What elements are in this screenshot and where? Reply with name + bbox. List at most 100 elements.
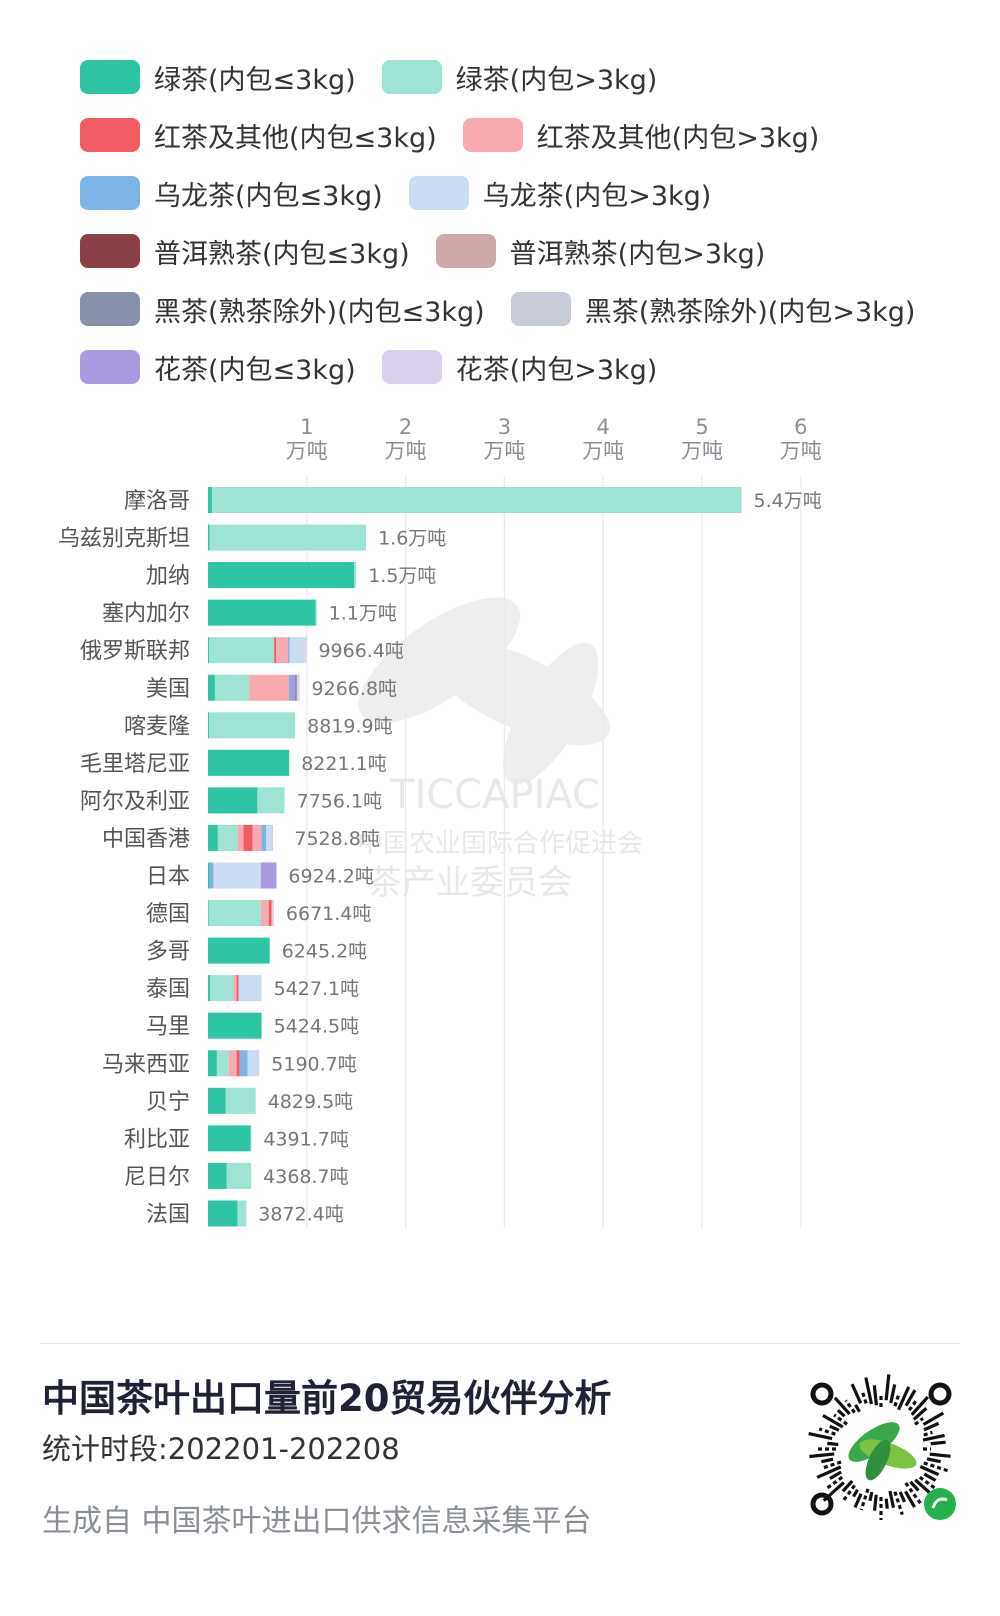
legend-label: 绿茶(内包≤3kg) [154,64,356,96]
category-label: 俄罗斯联邦 [80,639,190,664]
bar-segment [226,1162,252,1189]
legend-row: 绿茶(内包≤3kg) 绿茶(内包>3kg) [80,48,960,106]
legend-label: 乌龙茶(内包>3kg) [482,180,712,212]
bar-row: 阿尔及利亚 7756.1吨 [80,787,382,814]
legend-swatch [80,292,140,326]
value-label: 7756.1吨 [297,790,382,812]
bar-segment [209,862,214,889]
watermark-title: TICCAPIAC [389,772,600,818]
value-label: 6924.2吨 [288,866,373,888]
bar-segment [243,824,253,851]
legend-label: 红茶及其他(内包>3kg) [536,122,820,154]
bar-segment [208,562,355,589]
bar-segment [208,712,296,739]
legend: 绿茶(内包≤3kg) 绿茶(内包>3kg) 红茶及其他(内包≤3kg) 红茶及其他(内… [80,48,960,396]
bar-segment [291,674,295,701]
x-tick-unit: 万吨 [385,439,427,463]
bar-segment [208,637,275,664]
bar-segment [208,1012,262,1039]
legend-swatch [80,176,140,210]
bar-segment [208,524,210,551]
value-label: 4391.7吨 [263,1128,348,1150]
bar-segment [208,712,209,739]
bar-row: 毛里塔尼亚 8221.1吨 [80,749,387,777]
legend-label: 红茶及其他(内包≤3kg) [154,122,437,154]
bar-segment [260,862,277,889]
category-label: 尼日尔 [124,1165,190,1190]
bar-segment [208,1125,251,1152]
watermark-line-2: 茶产业委员会 [368,863,572,903]
value-label: 1.5万吨 [368,565,436,587]
qr-code-icon [799,1367,963,1531]
bar-segment [354,562,357,589]
legend-row: 黑茶(熟茶除外)(内包≤3kg) 黑茶(熟茶除外)(内包>3kg) [80,280,960,338]
legend-item: 红茶及其他(内包>3kg) [462,116,820,155]
legend-row: 红茶及其他(内包≤3kg) 红茶及其他(内包>3kg) [80,106,960,164]
bar-row: 喀麦隆 8819.9吨 [124,712,393,739]
legend-swatch [435,234,496,268]
bar-row: 法国 3872.4吨 [146,1200,344,1227]
value-label: 5427.1吨 [274,978,359,1000]
legend-label: 花茶(内包>3kg) [455,354,658,386]
value-label: 6671.4吨 [286,903,371,925]
legend-item: 黑茶(熟茶除外)(内包>3kg) [510,290,915,329]
bar-segment [315,599,317,626]
bar-segment [233,975,237,1002]
value-label: 1.1万吨 [329,603,397,625]
x-tick-unit: 万吨 [681,439,723,463]
value-label: 5.4万吨 [754,490,822,512]
bar-segment [272,824,274,851]
bar-segment [208,674,215,701]
legend-swatch [80,60,140,94]
value-label: 4829.5吨 [268,1091,353,1113]
category-label: 摩洛哥 [124,489,190,514]
legend-swatch [80,118,140,152]
x-tick-number: 1 [300,415,313,439]
value-label: 7528.8吨 [294,828,379,850]
legend-row: 花茶(内包≤3kg) 花茶(内包>3kg) [80,338,960,396]
legend-label: 普洱熟茶(内包≤3kg) [154,238,410,270]
statistics-period: 统计时段:202201-202208 [42,1432,400,1466]
bar-segment [208,1087,226,1114]
legend-item: 花茶(内包>3kg) [381,348,658,387]
x-tick-unit: 万吨 [286,439,328,463]
value-label: 1.6万吨 [378,528,446,550]
bar-segment [208,637,209,664]
bar-segment [208,1200,238,1227]
gridlines [306,476,802,1228]
bar-segment [237,824,244,851]
legend-swatch [462,118,523,152]
value-label: 9266.8吨 [312,678,397,700]
bar-row: 俄罗斯联邦 9966.4吨 [80,637,404,664]
legend-swatch [381,350,442,384]
legend-swatch [510,292,571,326]
x-tick-unit: 万吨 [483,439,525,463]
x-tick-number: 3 [498,415,511,439]
bar-row: 美国 9266.8吨 [146,674,397,702]
bar-segment [208,599,316,626]
bar-segment [208,824,218,851]
legend-item: 绿茶(内包>3kg) [381,58,657,97]
bar-segment [289,637,306,664]
watermark: TICCAPIAC 中国农业国际合作促进会 茶产业委员会 [357,597,643,903]
value-label: 8221.1吨 [301,753,386,775]
x-tick-unit: 万吨 [582,439,624,463]
bar-row: 中国香港 7528.8吨 [102,824,380,852]
category-label: 喀麦隆 [124,714,190,739]
bar-segment [261,824,267,851]
bar-segment [225,1087,256,1114]
legend-label: 花茶(内包≤3kg) [154,354,356,386]
bar-segment [209,524,367,551]
legend-swatch [381,60,442,94]
bar-row: 泰国 5427.1吨 [146,975,359,1002]
bar-row: 利比亚 4391.7吨 [124,1125,349,1152]
bar-segment [268,900,272,927]
legend-item: 乌龙茶(内包>3kg) [408,174,712,213]
bar-segment [208,900,261,927]
legend-item: 普洱熟茶(内包>3kg) [435,232,765,271]
bar-row: 加纳 1.5万吨 [146,562,436,589]
category-label: 法国 [146,1202,190,1227]
bar-row: 乌兹别克斯坦 1.6万吨 [58,524,446,552]
